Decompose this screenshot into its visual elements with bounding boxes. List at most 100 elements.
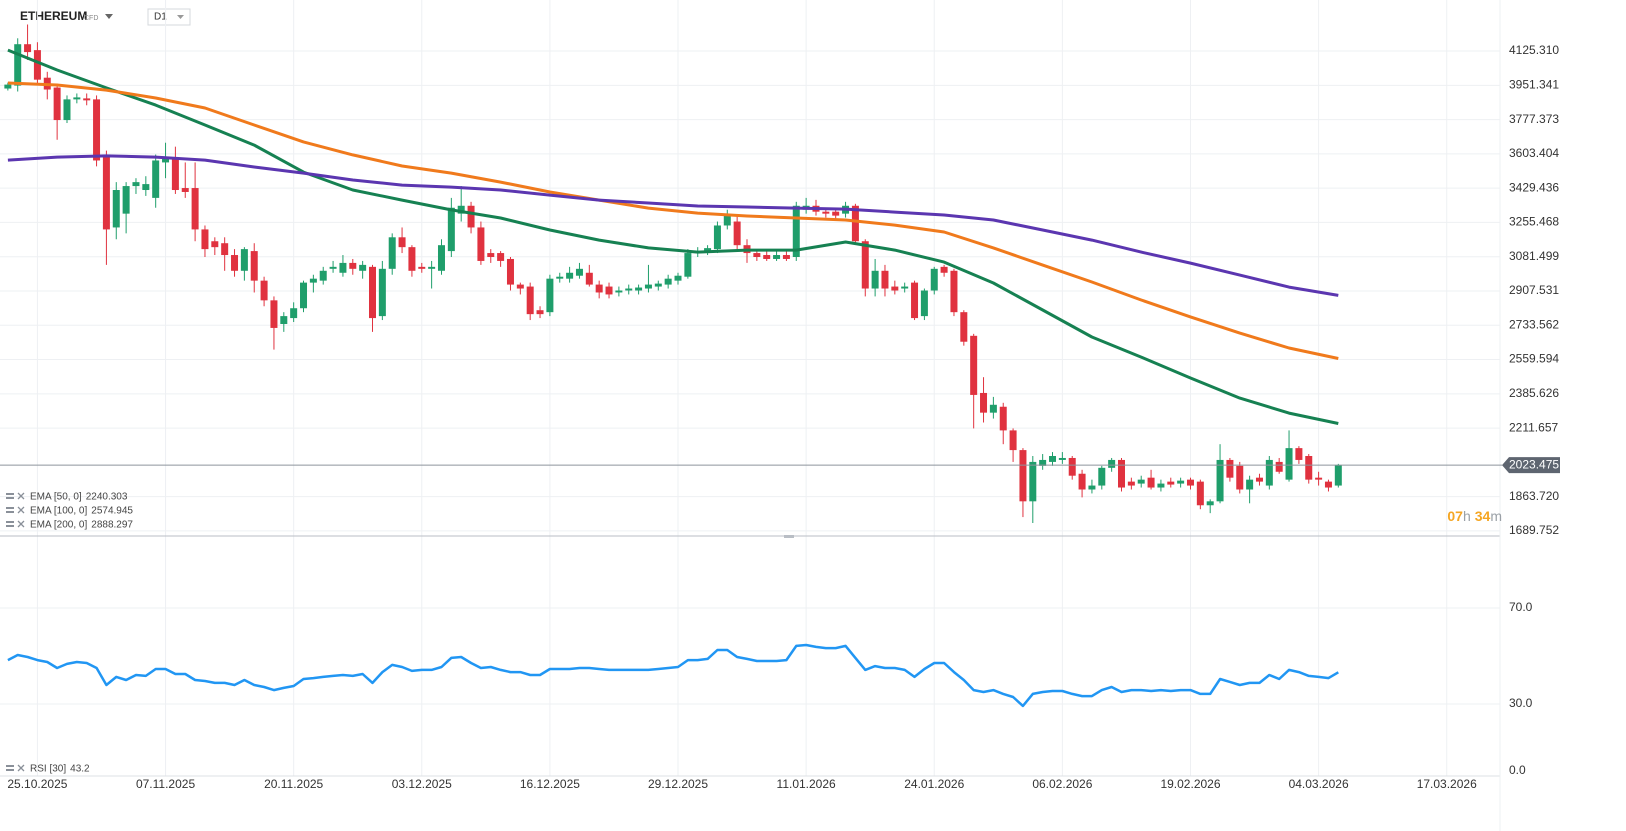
rsi-legend-value: 43.2 [70, 764, 90, 775]
candle-body [773, 255, 781, 259]
candle-body [270, 300, 278, 328]
candle-body [1216, 459, 1224, 502]
symbol[interactable]: ETHEREUM [20, 9, 87, 23]
candle-body [585, 272, 593, 285]
candle-body [1098, 467, 1106, 486]
candle-body [359, 264, 367, 271]
candle-body [1246, 479, 1254, 490]
timeframe[interactable]: D1 [154, 12, 167, 23]
legend-name: EMA [50, 0] [30, 492, 82, 503]
candle-body [250, 251, 258, 281]
symbol-dropdown[interactable] [105, 14, 113, 19]
candle-body [418, 266, 426, 269]
candle-body [191, 188, 199, 230]
y-tick-label: 2385.626 [1509, 386, 1559, 400]
candle-body [713, 225, 721, 250]
candle-body [1324, 481, 1332, 488]
legend-icon [6, 507, 14, 509]
candle-body [920, 290, 928, 317]
last-price-label: 2023.475 [1509, 457, 1559, 471]
candle-body [181, 188, 189, 192]
x-tick-label: 19.02.2026 [1160, 777, 1220, 791]
candle-body [437, 245, 445, 271]
legend-icon [6, 493, 14, 495]
marks [4, 24, 1342, 708]
y-tick-label: 3951.341 [1509, 77, 1559, 91]
legend-value: 2240.303 [86, 492, 128, 503]
candle-body [63, 99, 71, 121]
candle-body [112, 190, 120, 228]
legend-remove[interactable] [17, 520, 25, 528]
candle-body [615, 290, 623, 293]
legend-remove[interactable] [17, 492, 25, 500]
candle-body [950, 270, 958, 313]
candle-body [1029, 461, 1037, 502]
x-tick-label: 11.01.2026 [777, 777, 836, 791]
candle-body [142, 184, 150, 191]
candle-body [1147, 477, 1155, 488]
candle-body [1196, 481, 1204, 506]
candle-body [162, 156, 170, 163]
countdown-part: m [1490, 508, 1502, 524]
candle-body [1108, 459, 1116, 468]
candle-body [408, 247, 416, 271]
countdown-part: 07 [1447, 508, 1463, 524]
candle-body [1068, 457, 1076, 476]
candle-body [457, 205, 465, 214]
last-price-box [1502, 457, 1560, 474]
candle-body [566, 272, 574, 279]
candle-body [684, 253, 692, 277]
candle-body [4, 84, 12, 89]
candle-body [428, 266, 436, 269]
candle-body [487, 253, 495, 258]
candle-body [33, 50, 41, 80]
candle-body [83, 98, 91, 101]
ema-line [7, 154, 1339, 297]
candle-body [1078, 473, 1086, 490]
candle-body [1127, 481, 1135, 486]
candle-body [1255, 477, 1263, 482]
candle-body [516, 284, 524, 289]
legend-value: 2574.945 [91, 506, 133, 517]
candle-body [102, 154, 110, 230]
legend-icon [6, 525, 14, 527]
candle-body [654, 283, 662, 287]
candle-body [1088, 485, 1096, 490]
candle-body [1236, 465, 1244, 490]
candle-body [881, 270, 889, 289]
timeframe-dropdown[interactable] [177, 15, 184, 19]
legend-remove[interactable] [17, 764, 25, 772]
rsi-tick-label: 70.0 [1509, 600, 1533, 614]
legend-remove[interactable] [17, 506, 25, 514]
candle-body [1334, 465, 1342, 486]
symbol-kind: CFD [84, 15, 98, 22]
x-tick-label: 20.11.2025 [264, 777, 323, 791]
y-tick-label: 2733.562 [1509, 317, 1559, 331]
y-tick-label: 2559.594 [1509, 352, 1559, 366]
panel-handle[interactable] [784, 535, 794, 538]
y-tick-label: 2907.531 [1509, 283, 1559, 297]
candle-body [664, 278, 672, 285]
timeframe-box[interactable] [147, 8, 191, 26]
candle-body [930, 268, 938, 291]
candle-body [378, 268, 386, 317]
candle-body [940, 266, 948, 273]
candle-body [1118, 459, 1125, 488]
candle-body [309, 278, 317, 283]
candle-body [290, 308, 298, 319]
candle-body [1305, 456, 1313, 480]
candle-body [1137, 479, 1145, 484]
candle-body [1315, 477, 1323, 480]
candle-body [1157, 483, 1165, 488]
candle-body [152, 160, 160, 198]
candle-body [792, 205, 800, 258]
y-tick-label: 1689.752 [1509, 523, 1559, 537]
y-tick-label: 1863.720 [1509, 489, 1559, 503]
candle-body [240, 249, 248, 271]
candle-body [467, 205, 475, 228]
x-tick-label: 16.12.2025 [520, 777, 580, 791]
candle-body [1009, 430, 1017, 451]
candle-body [300, 282, 308, 309]
candle-body [536, 310, 544, 315]
